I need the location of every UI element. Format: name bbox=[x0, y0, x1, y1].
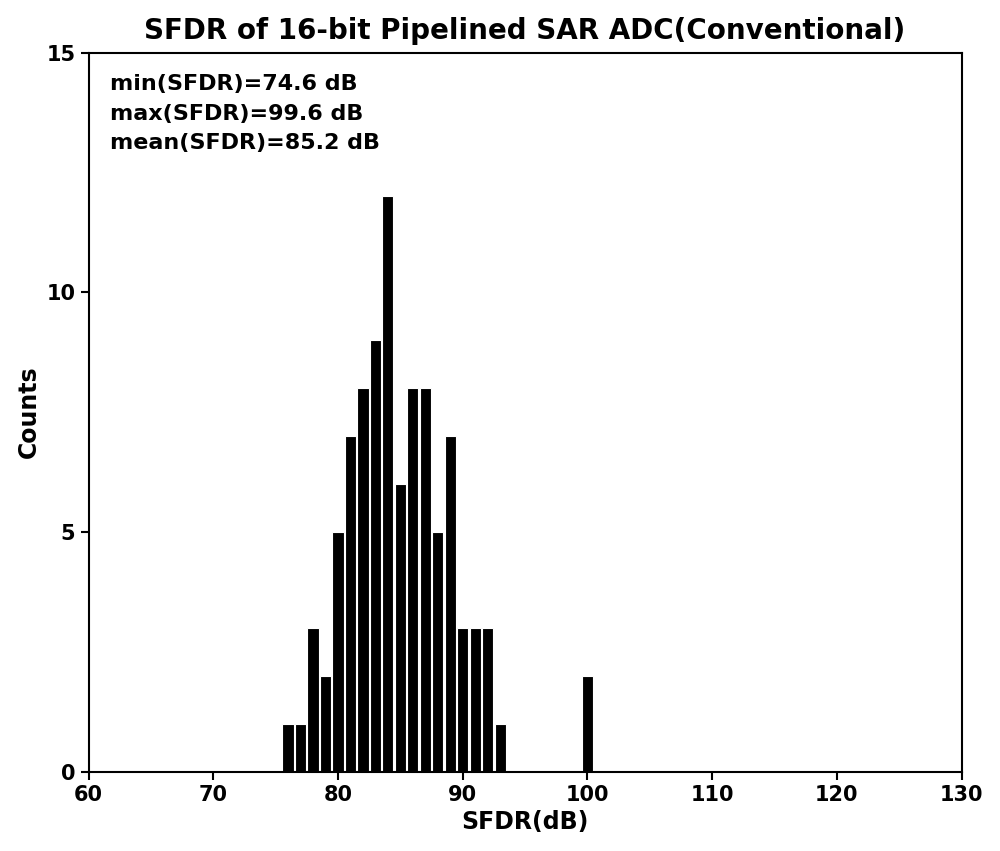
Bar bbox=[420, 388, 431, 772]
Text: min(SFDR)=74.6 dB
max(SFDR)=99.6 dB
mean(SFDR)=85.2 dB: min(SFDR)=74.6 dB max(SFDR)=99.6 dB mean… bbox=[110, 74, 380, 153]
Y-axis label: Counts: Counts bbox=[17, 366, 41, 459]
Bar bbox=[457, 628, 468, 772]
Bar bbox=[332, 532, 344, 772]
Bar bbox=[307, 628, 319, 772]
Bar bbox=[320, 676, 331, 772]
Bar bbox=[357, 388, 369, 772]
Bar bbox=[345, 436, 356, 772]
Bar bbox=[407, 388, 418, 772]
Bar bbox=[582, 676, 593, 772]
Bar bbox=[395, 484, 406, 772]
X-axis label: SFDR(dB): SFDR(dB) bbox=[461, 810, 589, 834]
Bar bbox=[495, 723, 506, 772]
Bar bbox=[382, 197, 393, 772]
Title: SFDR of 16-bit Pipelined SAR ADC(Conventional): SFDR of 16-bit Pipelined SAR ADC(Convent… bbox=[144, 17, 906, 44]
Bar bbox=[295, 723, 306, 772]
Bar bbox=[432, 532, 443, 772]
Bar bbox=[282, 723, 294, 772]
Bar bbox=[445, 436, 456, 772]
Bar bbox=[470, 628, 481, 772]
Bar bbox=[370, 340, 381, 772]
Bar bbox=[482, 628, 493, 772]
